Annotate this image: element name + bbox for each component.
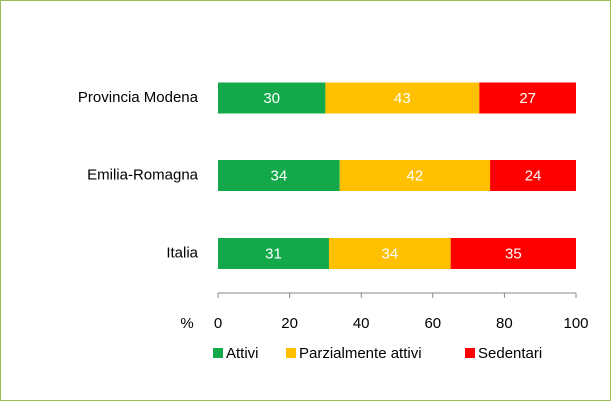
legend-swatch <box>465 348 475 358</box>
category-label: Emilia-Romagna <box>87 166 199 183</box>
x-tick-label: 80 <box>496 315 513 332</box>
bar-segment <box>328 238 451 269</box>
bar-segment <box>325 82 480 114</box>
legend-label: Attivi <box>226 345 259 362</box>
category-label: Italia <box>166 244 198 261</box>
data-label: 35 <box>505 245 522 262</box>
data-label: 31 <box>265 245 282 262</box>
bar-segment <box>218 238 329 269</box>
bar-segment <box>339 160 491 191</box>
data-label: 34 <box>381 245 398 262</box>
x-tick-label: 60 <box>424 315 441 332</box>
legend-swatch <box>286 348 296 358</box>
data-label: 34 <box>271 167 288 184</box>
legend-label: Sedentari <box>478 345 542 362</box>
x-tick-label: 40 <box>353 315 370 332</box>
bar-segment <box>450 238 576 269</box>
x-axis-label: % <box>180 315 193 332</box>
data-label: 24 <box>525 167 542 184</box>
bar-segment <box>218 160 340 191</box>
legend-swatch <box>213 348 223 358</box>
x-tick-label: 0 <box>214 315 222 332</box>
data-label: 27 <box>519 90 536 107</box>
data-label: 43 <box>394 90 411 107</box>
bar-segment <box>490 160 576 191</box>
data-label: 30 <box>263 90 280 107</box>
x-tick-label: 100 <box>563 315 588 332</box>
data-label: 42 <box>407 167 424 184</box>
bar-segment <box>218 82 326 114</box>
category-label: Provincia Modena <box>78 89 199 106</box>
bar-segment <box>479 82 576 114</box>
legend-label: Parzialmente attivi <box>299 345 422 362</box>
x-tick-label: 20 <box>281 315 298 332</box>
